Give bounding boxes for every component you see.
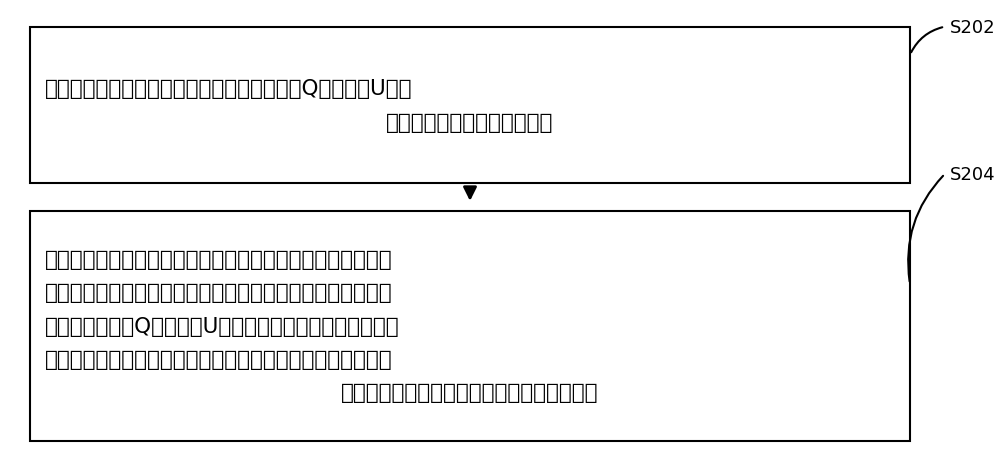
Text: S202: S202 bbox=[950, 18, 996, 37]
Text: 获取实际极化电容，实际极化电容为在电量为Q，电压为U的条: 获取实际极化电容，实际极化电容为在电量为Q，电压为U的条 bbox=[45, 78, 413, 98]
Text: 值，待测蓄电池和参考蓄电池为同规格蓄电池: 值，待测蓄电池和参考蓄电池为同规格蓄电池 bbox=[341, 382, 599, 402]
Text: S204: S204 bbox=[950, 165, 996, 184]
Text: 判断待测蓄电池是否存在内部金属结构断裂的情况，参考极化: 判断待测蓄电池是否存在内部金属结构断裂的情况，参考极化 bbox=[45, 283, 393, 303]
FancyBboxPatch shape bbox=[30, 28, 910, 184]
Text: 根据实际极化电容和参考电容之间的误差，以及标准极化电容: 根据实际极化电容和参考电容之间的误差，以及标准极化电容 bbox=[45, 250, 393, 270]
Text: 件下待测蓄电池的极化电容值: 件下待测蓄电池的极化电容值 bbox=[386, 113, 554, 133]
Text: 值，标准极化电容为参考蓄电池的单个电池单元格的极化电容: 值，标准极化电容为参考蓄电池的单个电池单元格的极化电容 bbox=[45, 349, 393, 369]
FancyBboxPatch shape bbox=[30, 211, 910, 441]
Text: 电容为在电量为Q，电压为U的条件下参考蓄电池的极化电容: 电容为在电量为Q，电压为U的条件下参考蓄电池的极化电容 bbox=[45, 316, 400, 336]
